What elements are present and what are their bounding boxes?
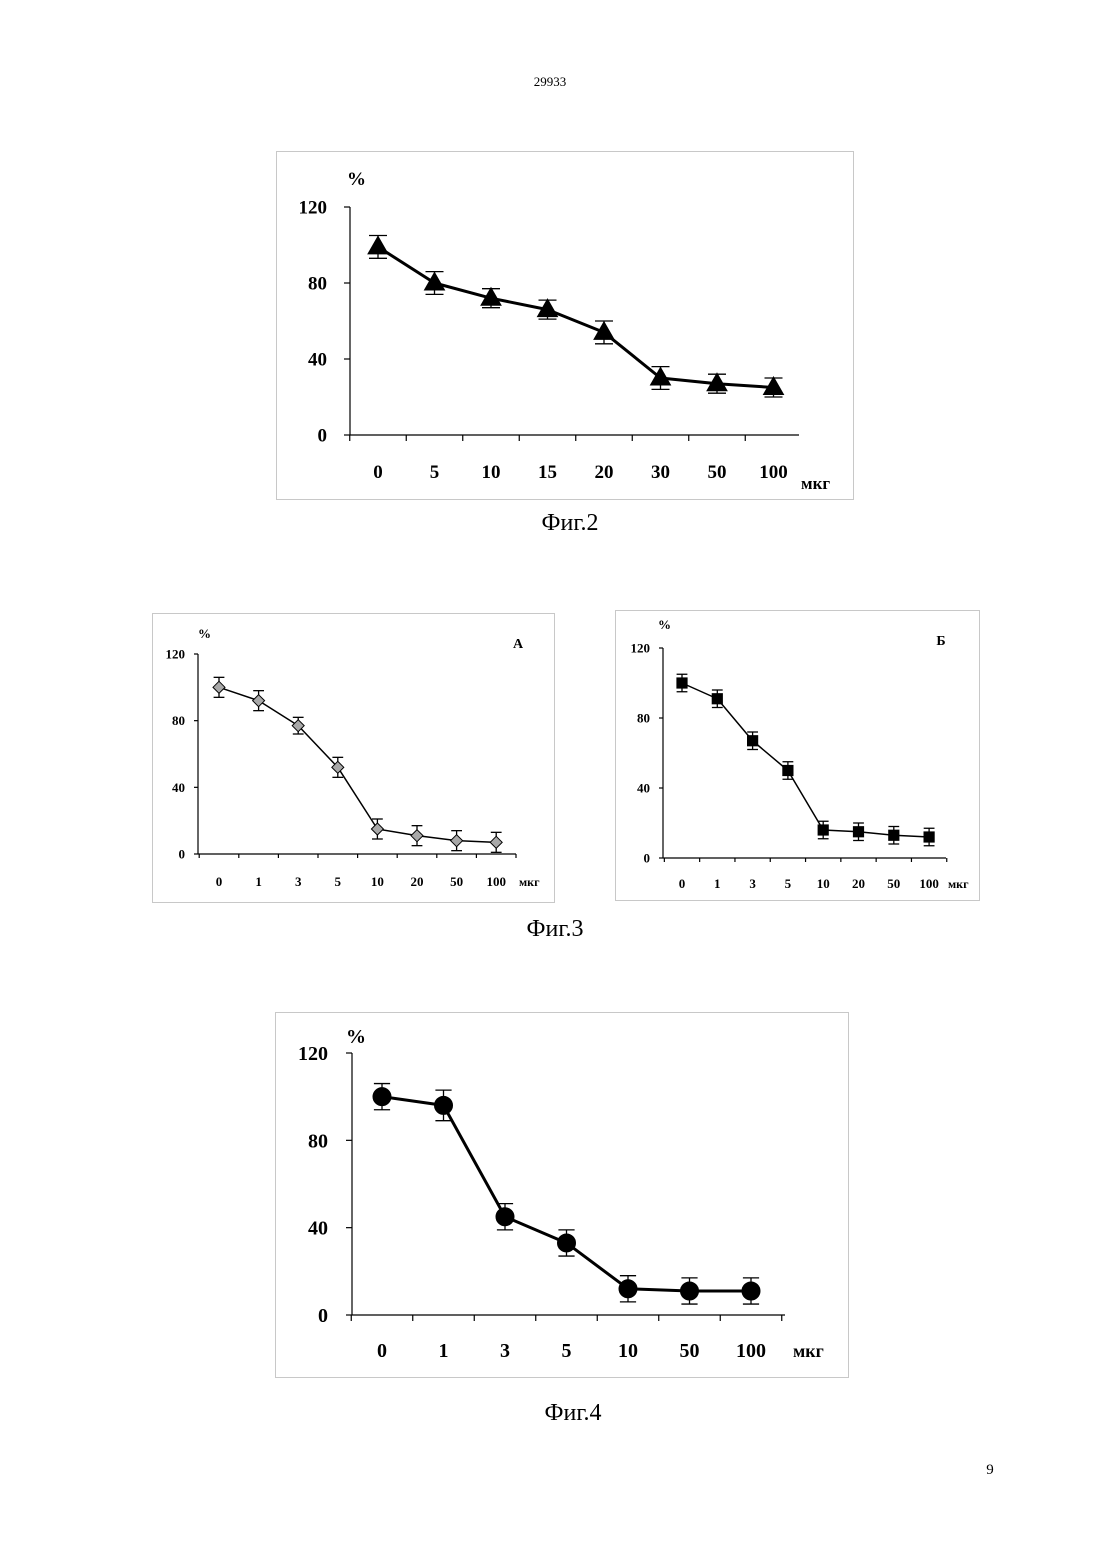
fig2-series-line xyxy=(378,247,774,388)
fig3b-data-point xyxy=(818,825,828,835)
fig2-x-tick-label: 5 xyxy=(430,462,440,483)
fig3a-x-tick-label: 3 xyxy=(295,874,302,889)
fig4-x-tick-label: 3 xyxy=(500,1340,510,1362)
fig3-caption: Фиг.3 xyxy=(455,916,655,943)
fig3a-data-point xyxy=(371,823,383,835)
fig4-x-axis-label: мкг xyxy=(793,1341,824,1361)
fig3b-chart: 0 40 80 120 0 1 3 5 10 20 50 100% мкг Б xyxy=(616,611,979,900)
fig4-y-axis-label: % xyxy=(346,1026,366,1048)
fig3b-y-axis-label: % xyxy=(658,617,671,632)
fig4-y-tick-label: 120 xyxy=(298,1043,328,1065)
fig3b-series-line xyxy=(682,683,929,837)
fig3b-data-point xyxy=(783,765,793,775)
page-number: 9 xyxy=(975,1462,1005,1479)
fig4-y-tick-label: 0 xyxy=(318,1305,328,1327)
fig3a-x-tick-label: 5 xyxy=(335,874,342,889)
fig4-data-point xyxy=(558,1234,576,1252)
fig2-x-tick-label: 20 xyxy=(595,462,614,483)
fig3b-y-tick-label: 0 xyxy=(644,851,651,866)
fig3b-data-point xyxy=(924,832,934,842)
fig3a-data-point xyxy=(451,835,463,847)
fig4-data-point xyxy=(681,1282,699,1300)
fig3a-panel-label: А xyxy=(513,637,524,652)
fig3a-data-point xyxy=(411,830,423,842)
fig2-chart: 0 40 80 120 0 5 10 15 20 30 50 100% мкг xyxy=(277,152,853,499)
fig2-x-tick-label: 0 xyxy=(373,462,383,483)
fig4-x-tick-label: 0 xyxy=(377,1340,387,1362)
fig4-y-tick-label: 40 xyxy=(308,1218,328,1240)
fig2-y-tick-label: 80 xyxy=(308,274,327,295)
fig3b-x-tick-label: 20 xyxy=(852,876,865,891)
fig2-x-tick-label: 30 xyxy=(651,462,670,483)
fig3a-x-tick-label: 50 xyxy=(450,874,463,889)
fig3a-y-axis-label: % xyxy=(198,626,211,641)
fig2-y-axis-label: % xyxy=(347,169,366,190)
fig4-chart: 0 40 80 120 0 1 3 5 10 50 100% мкг xyxy=(276,1013,848,1377)
fig2-data-point xyxy=(651,368,671,386)
fig4-data-point xyxy=(435,1096,453,1114)
fig2-x-tick-label: 50 xyxy=(708,462,727,483)
fig2-x-tick-label: 10 xyxy=(482,462,501,483)
fig3b-data-point xyxy=(712,694,722,704)
fig3b-x-axis-label: мкг xyxy=(948,877,969,891)
fig2-chart-frame: 0 40 80 120 0 5 10 15 20 30 50 100% мкг xyxy=(276,151,854,500)
fig4-x-tick-label: 100 xyxy=(736,1340,766,1362)
fig2-y-tick-label: 40 xyxy=(308,350,327,371)
fig3a-x-tick-label: 10 xyxy=(371,874,384,889)
fig3b-x-tick-label: 100 xyxy=(919,876,939,891)
fig2-y-tick-label: 0 xyxy=(318,426,328,447)
fig3b-data-point xyxy=(677,678,687,688)
fig3a-x-tick-label: 1 xyxy=(255,874,262,889)
fig4-data-point xyxy=(619,1280,637,1298)
fig4-chart-frame: 0 40 80 120 0 1 3 5 10 50 100% мкг xyxy=(275,1012,849,1378)
fig4-x-tick-label: 5 xyxy=(562,1340,572,1362)
fig3b-x-tick-label: 3 xyxy=(749,876,756,891)
fig2-y-tick-label: 120 xyxy=(299,198,328,219)
fig4-x-tick-label: 50 xyxy=(680,1340,700,1362)
fig4-caption: Фиг.4 xyxy=(473,1400,673,1427)
fig2-x-tick-label: 15 xyxy=(538,462,557,483)
fig3b-x-tick-label: 0 xyxy=(679,876,686,891)
fig2-data-point xyxy=(425,273,445,291)
fig3a-y-tick-label: 120 xyxy=(166,647,186,662)
fig4-series-line xyxy=(382,1097,751,1291)
fig2-caption: Фиг.2 xyxy=(470,510,670,537)
fig3b-x-tick-label: 50 xyxy=(887,876,900,891)
fig3a-data-point xyxy=(490,836,502,848)
fig4-data-point xyxy=(373,1088,391,1106)
fig3a-data-point xyxy=(253,695,265,707)
fig4-y-tick-label: 80 xyxy=(308,1130,328,1152)
fig3a-chart: 0 40 80 120 0 1 3 5 10 20 50 100% мкг А xyxy=(153,614,554,902)
fig3a-y-tick-label: 80 xyxy=(172,713,185,728)
fig3a-x-tick-label: 0 xyxy=(216,874,223,889)
fig3a-chart-frame: 0 40 80 120 0 1 3 5 10 20 50 100% мкг А xyxy=(152,613,555,903)
fig3a-x-tick-label: 20 xyxy=(411,874,424,889)
fig4-x-tick-label: 1 xyxy=(439,1340,449,1362)
fig3a-y-tick-label: 40 xyxy=(172,780,185,795)
fig3a-y-tick-label: 0 xyxy=(179,847,186,862)
fig3b-y-tick-label: 80 xyxy=(637,711,650,726)
document-number: 29933 xyxy=(0,74,1100,90)
fig3a-x-axis-label: мкг xyxy=(519,875,540,889)
fig3b-y-tick-label: 120 xyxy=(631,641,651,656)
fig4-data-point xyxy=(496,1208,514,1226)
fig2-data-point xyxy=(368,236,388,254)
fig3b-data-point xyxy=(748,736,758,746)
fig3b-chart-frame: 0 40 80 120 0 1 3 5 10 20 50 100% мкг Б xyxy=(615,610,980,901)
fig3b-x-tick-label: 1 xyxy=(714,876,721,891)
fig3b-y-tick-label: 40 xyxy=(637,781,650,796)
fig3b-x-tick-label: 5 xyxy=(785,876,792,891)
fig3b-data-point xyxy=(889,830,899,840)
fig2-x-tick-label: 100 xyxy=(759,462,788,483)
fig3a-x-tick-label: 100 xyxy=(486,874,506,889)
fig4-x-tick-label: 10 xyxy=(618,1340,638,1362)
fig4-data-point xyxy=(742,1282,760,1300)
fig3b-data-point xyxy=(853,827,863,837)
fig3a-data-point xyxy=(213,681,225,693)
fig2-x-axis-label: мкг xyxy=(801,474,830,493)
fig3b-panel-label: Б xyxy=(936,634,945,649)
fig3b-x-tick-label: 10 xyxy=(817,876,830,891)
